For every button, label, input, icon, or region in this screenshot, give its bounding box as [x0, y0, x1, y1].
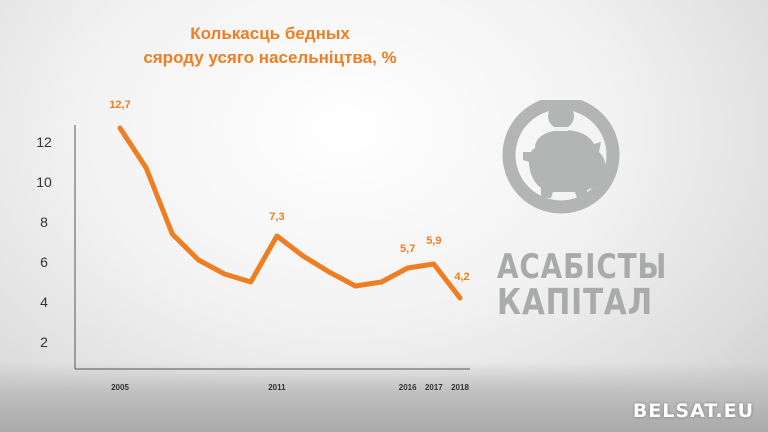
chart-title-line-1: Колькасць бедных	[190, 24, 350, 43]
x-tick-label: 2005	[111, 383, 129, 392]
y-tick-label: 6	[40, 254, 48, 270]
data-label: 5,7	[400, 243, 415, 255]
piggy-bank-coin-icon	[502, 100, 620, 214]
x-tick-label: 2017	[425, 383, 443, 392]
y-tick-label: 4	[40, 294, 48, 310]
y-tick-label: 8	[40, 214, 48, 230]
chart-title: Колькасць бедных сяроду усяго насельніцт…	[100, 22, 440, 70]
data-labels: 12,7 7,3 5,7 5,9 4,2	[109, 99, 469, 283]
watermark: BELSAT.EU	[632, 400, 754, 422]
logo-text-line-2: КАПІТАЛ	[497, 282, 653, 323]
y-axis-ticks: 2 4 6 8 10 12	[36, 134, 52, 350]
data-label: 5,9	[426, 235, 441, 247]
data-label: 4,2	[454, 271, 469, 283]
x-tick-label: 2018	[451, 383, 469, 392]
y-tick-label: 10	[36, 174, 52, 190]
chart-axes	[74, 125, 470, 370]
floor-background	[0, 362, 768, 432]
y-tick-label: 2	[40, 334, 48, 350]
x-tick-label: 2016	[399, 383, 417, 392]
chart-title-line-2: сяроду усяго насельніцтва, %	[143, 48, 397, 67]
series-line	[117, 125, 463, 301]
x-axis-ticks: 2005 2011 2016 2017 2018	[111, 383, 469, 392]
logo-text-line-1: АСАБІСТЫ	[497, 247, 668, 287]
series-poverty-rate	[117, 125, 463, 301]
y-tick-label: 12	[36, 134, 52, 150]
data-label: 12,7	[109, 99, 130, 111]
data-label: 7,3	[269, 211, 284, 223]
x-tick-label: 2011	[268, 383, 286, 392]
